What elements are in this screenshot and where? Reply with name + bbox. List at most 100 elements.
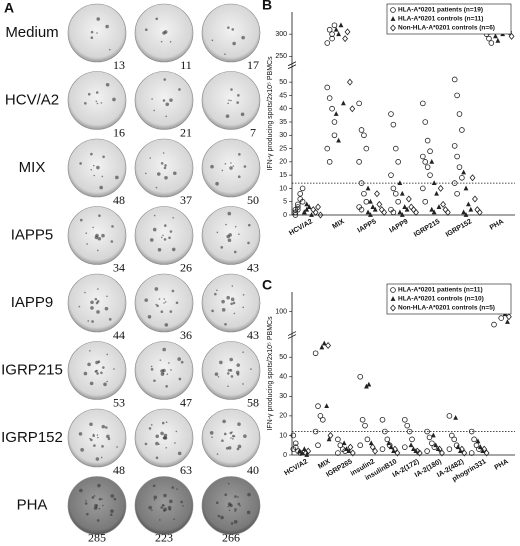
spot (217, 375, 220, 378)
spot (174, 442, 176, 444)
spot (238, 153, 241, 156)
point (388, 172, 394, 178)
spot (211, 436, 213, 438)
y-tick-label: 100 (275, 308, 287, 315)
point (326, 26, 333, 33)
spot (153, 109, 155, 112)
spot (87, 320, 90, 322)
spot (95, 301, 99, 305)
spot (90, 306, 94, 310)
spot (233, 312, 236, 315)
spot (172, 216, 175, 219)
point (481, 445, 488, 453)
spot (160, 236, 163, 239)
point (427, 148, 433, 155)
spot (86, 512, 89, 516)
spot (85, 500, 87, 502)
spot (172, 171, 177, 176)
spot (149, 157, 152, 159)
spot (242, 294, 245, 296)
spot (151, 98, 153, 100)
point (315, 442, 321, 449)
spot (95, 91, 99, 94)
spot (225, 447, 229, 450)
point (455, 444, 461, 450)
spot (95, 457, 100, 461)
point (346, 78, 353, 86)
point (397, 180, 403, 186)
point (424, 137, 431, 144)
spot-count: 11 (180, 58, 192, 72)
spot (105, 24, 109, 29)
spot (224, 163, 227, 165)
spot (110, 494, 115, 498)
spot (91, 320, 94, 323)
point (416, 449, 423, 457)
spot (227, 385, 229, 388)
point (326, 436, 332, 442)
x-tick-label: IAPP9 (388, 218, 409, 234)
point (338, 22, 344, 28)
spot (224, 493, 228, 497)
spot (237, 444, 242, 449)
spot (96, 434, 99, 436)
point (342, 448, 348, 454)
spot (153, 379, 156, 383)
point (335, 436, 341, 443)
spot (166, 373, 169, 376)
y-tick-label: 50 (279, 79, 287, 86)
spot (236, 101, 239, 104)
spot (100, 371, 103, 375)
point (456, 164, 463, 170)
y-tick-label: 40 (279, 374, 287, 381)
spot (227, 368, 231, 372)
spot (242, 351, 244, 353)
point (461, 209, 467, 215)
point (446, 413, 453, 419)
point (404, 206, 410, 212)
spot (144, 298, 149, 302)
y-tick-label: 20 (279, 413, 287, 420)
spot-count: 26 (180, 260, 192, 274)
spot (155, 186, 158, 189)
legend-label: HLA-A*0201 patients (n=19) (398, 7, 483, 14)
y-tick-label: 250 (275, 53, 287, 60)
spot (113, 497, 117, 501)
spot-count: 48 (113, 193, 125, 207)
spot (242, 383, 244, 385)
spot-count: 40 (247, 463, 259, 477)
spot (247, 492, 251, 497)
point (324, 403, 330, 409)
point (341, 440, 347, 446)
point (426, 434, 433, 441)
spot (107, 437, 111, 441)
spot (98, 214, 101, 217)
spot (231, 434, 235, 438)
point (362, 422, 368, 429)
spot (147, 314, 152, 319)
spot (96, 17, 101, 21)
spot (92, 434, 95, 438)
point (299, 185, 306, 192)
spot (161, 421, 165, 425)
point (368, 198, 373, 204)
spot (164, 301, 167, 303)
point (331, 132, 338, 139)
spot (171, 486, 175, 489)
y-tick-label: 300 (275, 31, 287, 38)
spot (79, 162, 82, 165)
spot (230, 437, 232, 439)
spot (89, 422, 93, 427)
x-tick-label: MIX (317, 458, 332, 470)
spot (175, 430, 178, 433)
spot (102, 366, 105, 369)
point (369, 443, 376, 451)
point (505, 313, 512, 321)
spot (227, 26, 230, 29)
spot (225, 114, 230, 118)
spot (165, 115, 168, 118)
spot (168, 362, 170, 364)
spot (247, 223, 251, 227)
spot (236, 447, 240, 451)
